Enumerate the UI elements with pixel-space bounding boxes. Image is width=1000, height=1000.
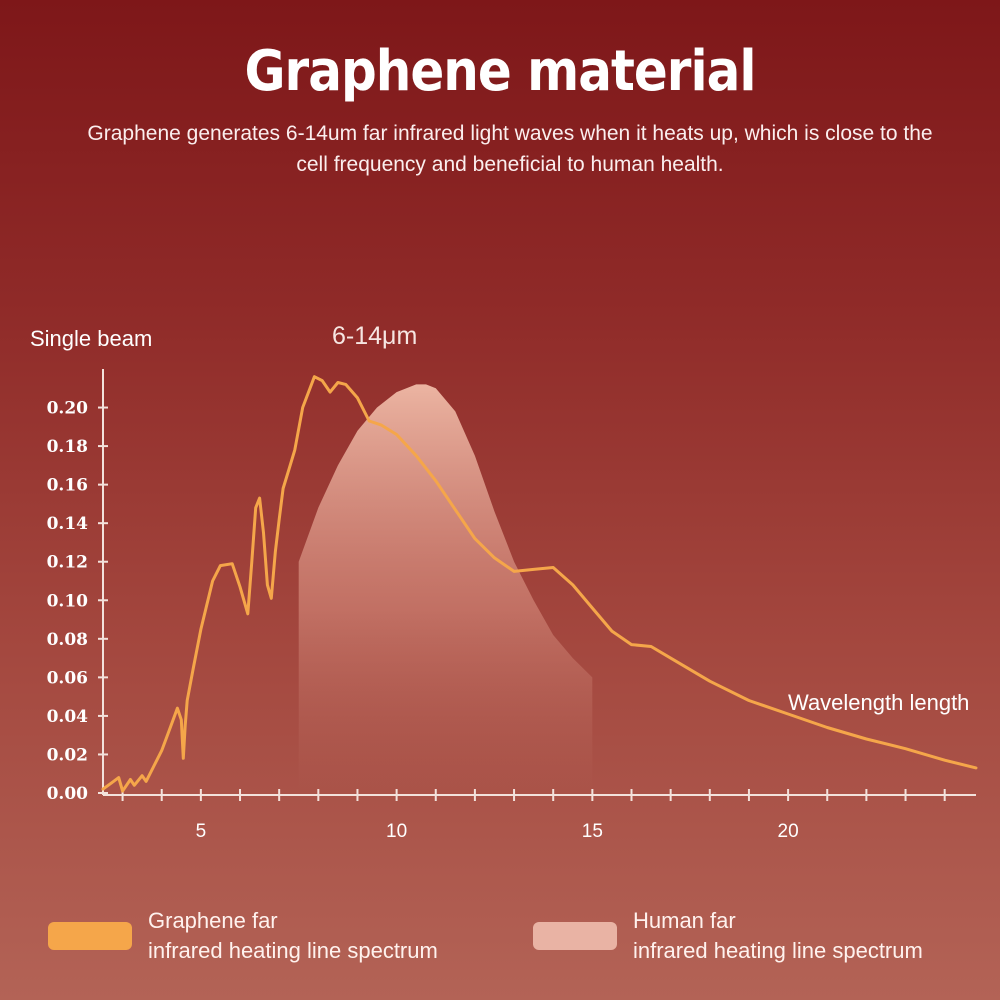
wavelength-range-annotation: 6-14μm bbox=[332, 322, 417, 350]
legend-graphene-text-2: infrared heating line spectrum bbox=[148, 938, 438, 963]
y-tick-label: 0.16 bbox=[47, 476, 88, 496]
y-tick-label: 0.06 bbox=[47, 668, 88, 688]
y-tick-label: 0.14 bbox=[47, 514, 89, 534]
y-tick-label: 0.08 bbox=[47, 630, 88, 650]
legend-graphene-swatch bbox=[48, 922, 132, 950]
y-tick-label: 0.12 bbox=[47, 553, 88, 573]
legend-human-swatch bbox=[533, 922, 617, 950]
legend-human-text-1: Human far bbox=[633, 908, 736, 933]
y-tick-label: 0.00 bbox=[47, 784, 89, 804]
graphene-spectrum-line bbox=[101, 375, 978, 793]
x-tick-label: 5 bbox=[196, 821, 207, 842]
y-tick-label: 0.18 bbox=[47, 437, 88, 457]
y-tick-label: 0.20 bbox=[47, 399, 89, 419]
legend-graphene-text-1: Graphene far bbox=[148, 908, 278, 933]
x-axis-label: Wavelength length bbox=[788, 690, 969, 715]
page-subtitle: Graphene generates 6-14um far infrared l… bbox=[87, 122, 933, 176]
x-tick-label: 10 bbox=[386, 821, 407, 842]
y-axis-label: Single beam bbox=[30, 326, 152, 351]
legend-human-text-2: infrared heating line spectrum bbox=[633, 938, 923, 963]
human-spectrum-area bbox=[298, 384, 593, 793]
page-title: Graphene material bbox=[244, 38, 757, 104]
y-tick-label: 0.04 bbox=[47, 707, 89, 727]
chart-axes: 0.00 0.02 0.04 0.06 0.08 0.10 0.12 0.14 0.16 0.18… bbox=[47, 369, 976, 842]
x-tick-label: 20 bbox=[778, 821, 799, 842]
y-tick-label: 0.10 bbox=[47, 591, 89, 611]
y-tick-label: 0.02 bbox=[47, 745, 88, 765]
spectrum-chart: 0.00 0.02 0.04 0.06 0.08 0.10 0.12 0.14 0.16 0.18… bbox=[30, 322, 978, 842]
x-tick-label: 15 bbox=[582, 821, 603, 842]
